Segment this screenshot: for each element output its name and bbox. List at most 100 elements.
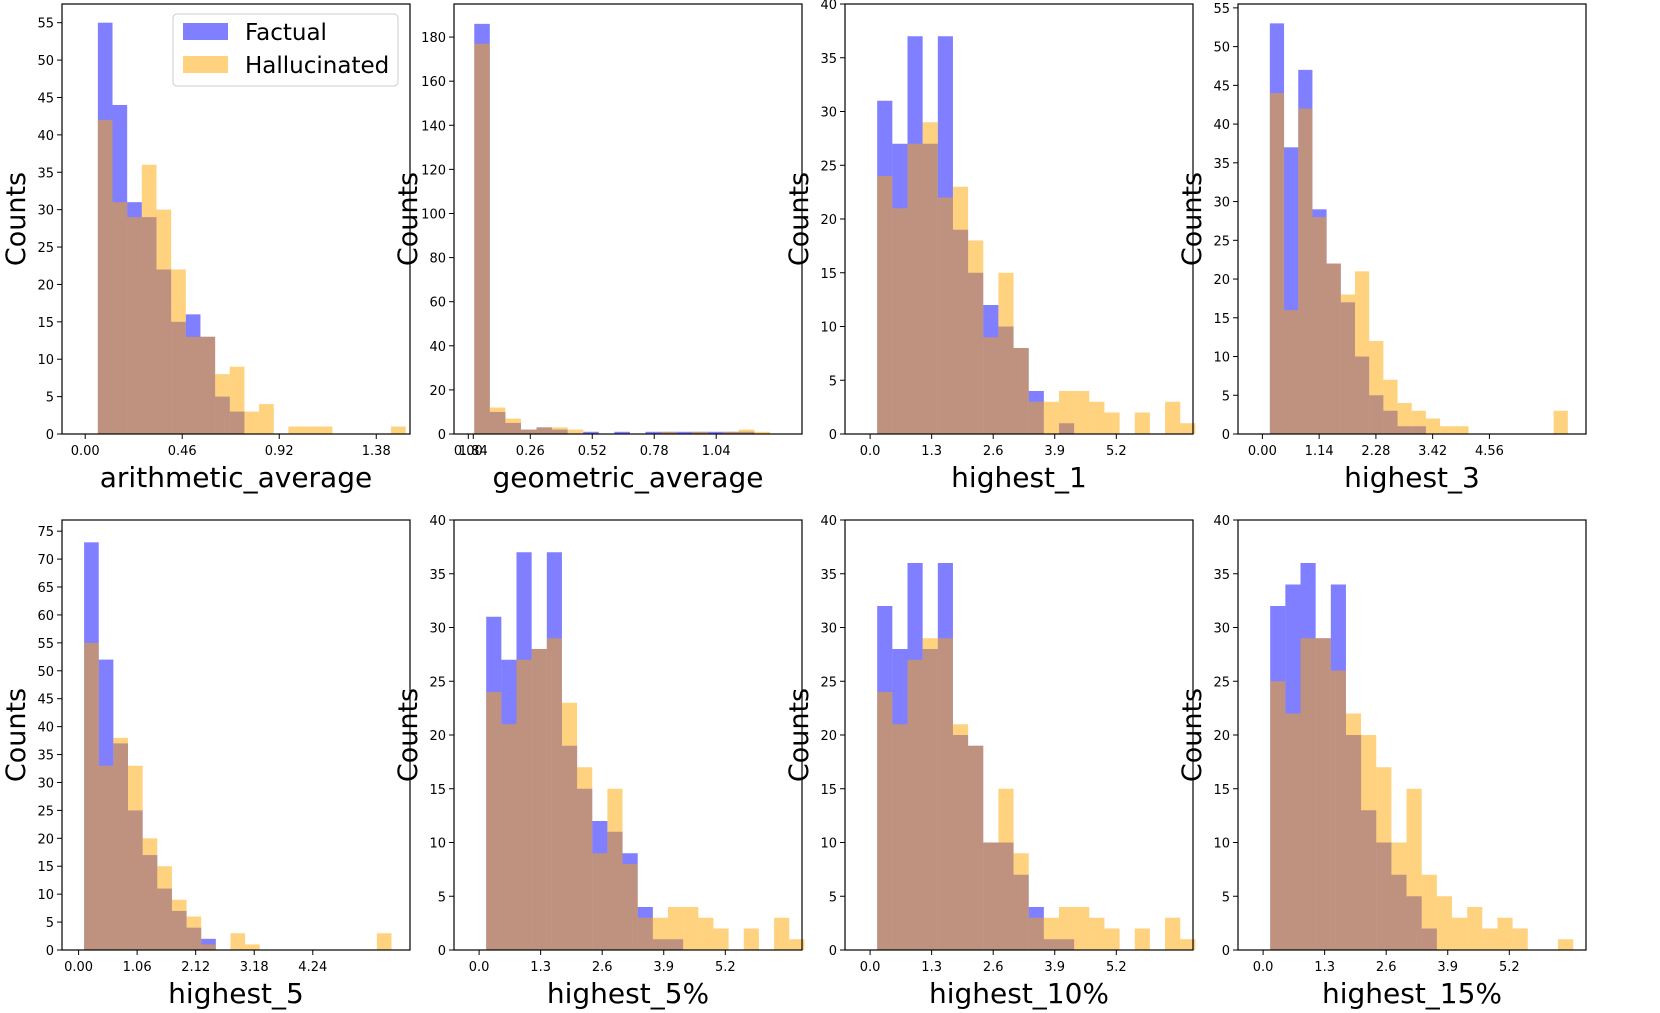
bar-hallucinated [1074,907,1090,950]
bar-hallucinated [774,917,790,950]
x-tick-label: 0.26 [516,444,545,459]
bar-hallucinated [998,272,1014,434]
x-tick-label: 3.42 [1418,444,1447,459]
bar-hallucinated [113,737,129,950]
histogram-panel-3: 0 5 10 15 20 25 30 35 40 0.0 1.3 2.6 3.9 5.2 Counts hig… [784,0,1196,494]
bar-hallucinated [474,43,490,434]
bar-hallucinated [501,724,517,950]
y-tick-label: 60 [37,609,54,624]
bar-hallucinated [127,217,142,434]
bar-hallucinated [789,939,805,950]
legend-frame [172,13,399,87]
y-axis-label: Counts [393,172,424,266]
legend-swatch-hallucinated [183,56,228,73]
bar-hallucinated [1028,401,1044,434]
bar-hallucinated [754,431,770,434]
x-tick-label: 2.28 [1361,444,1390,459]
y-axis-label: Counts [1,172,32,266]
bar-hallucinated [230,933,246,950]
histogram-panel-4: 0 5 10 15 20 25 30 35 40 45 50 55 0.00 1.14 2.28 3.42 4.… [1177,2,1587,494]
bar-hallucinated [536,427,553,434]
bar-hallucinated [1013,853,1029,950]
x-tick-label: 2.6 [983,444,1004,459]
y-tick-label: 55 [37,17,54,32]
bar-hallucinated [922,638,938,950]
bar-hallucinated [1345,713,1362,950]
bar-hallucinated [1330,670,1346,950]
y-tick-label: 10 [820,837,837,852]
bar-hallucinated [1300,638,1316,950]
bar-hallucinated [592,853,608,950]
bar-hallucinated [983,842,999,950]
x-tick-label: 0.00 [71,444,100,459]
x-tick-label: 0.0 [469,960,490,975]
x-tick-label: 1.04 [702,444,731,459]
bar-hallucinated [637,917,653,950]
y-tick-label: 10 [37,353,54,368]
y-axis-label: Counts [1177,172,1208,266]
x-tick-label: 2.6 [983,960,1004,975]
y-tick-label: 10 [820,321,837,336]
histogram-panel-7: 0 5 10 15 20 25 30 35 40 0.0 1.3 2.6 3.9 5.2 Counts hig… [784,514,1196,1010]
y-tick-label: 45 [37,91,54,106]
x-axis-label: highest_3 [1344,461,1480,494]
bar-hallucinated [983,337,999,434]
y-tick-label: 30 [1213,622,1230,637]
legend: Factual Hallucinated [172,13,399,87]
bar-hallucinated [683,907,699,950]
bar-hallucinated [156,209,172,434]
x-tick-label: 0.00 [454,444,483,459]
y-tick-label: 15 [37,316,54,331]
x-tick-label: 0.92 [265,444,294,459]
bar-hallucinated [141,164,157,434]
axes-frame [1237,3,1587,435]
bar-hallucinated [607,788,623,950]
bar-hallucinated [391,426,406,434]
bar-hallucinated [1089,917,1105,950]
bar-hallucinated [652,917,669,950]
bar-hallucinated [1059,907,1075,950]
bar-hallucinated [142,838,158,950]
bar-hallucinated [186,916,202,950]
bar-hallucinated [1512,928,1528,950]
bar-hallucinated [1043,917,1060,950]
y-tick-label: 35 [37,166,54,181]
x-tick-label: 3.18 [240,960,269,975]
y-tick-label: 5 [46,916,54,931]
y-tick-label: 5 [1222,890,1230,905]
bar-hallucinated [577,767,593,950]
x-tick-label: 5.2 [1499,960,1520,975]
bar-hallucinated [1284,310,1299,434]
bar-hallucinated [1298,108,1313,434]
bar-hallucinated [668,907,684,950]
bar-factual [676,431,693,434]
y-tick-label: 35 [820,568,837,583]
bar-hallucinated [1553,410,1568,434]
y-tick-label: 0 [438,944,446,959]
x-tick-label: 0.00 [64,960,93,975]
y-tick-label: 10 [37,888,54,903]
y-tick-label: 20 [429,384,446,399]
histogram-panel-6: 0 5 10 15 20 25 30 35 40 0.0 1.3 2.6 3.9 5.2 Counts hig… [393,514,805,1010]
y-tick-label: 20 [429,729,446,744]
axes-frame [453,3,803,435]
bar-hallucinated [1383,379,1398,434]
y-tick-label: 40 [1213,118,1230,133]
bar-hallucinated [1134,928,1150,950]
y-tick-label: 30 [429,622,446,637]
y-tick-label: 40 [820,0,837,13]
y-tick-label: 40 [37,721,54,736]
x-tick-label: 0.0 [860,444,881,459]
x-tick-label: 0.46 [168,444,197,459]
axes-frame [61,519,411,951]
x-axis-label: highest_15% [1322,977,1502,1010]
y-tick-label: 5 [829,890,837,905]
y-tick-label: 40 [820,514,837,529]
y-tick-label: 25 [820,675,837,690]
bar-hallucinated [128,765,143,950]
x-tick-label: 0.0 [860,960,881,975]
y-tick-label: 35 [1213,568,1230,583]
x-axis-label: geometric_average [493,461,764,494]
x-tick-label: 3.9 [1044,960,1065,975]
y-tick-label: 0 [829,428,837,443]
